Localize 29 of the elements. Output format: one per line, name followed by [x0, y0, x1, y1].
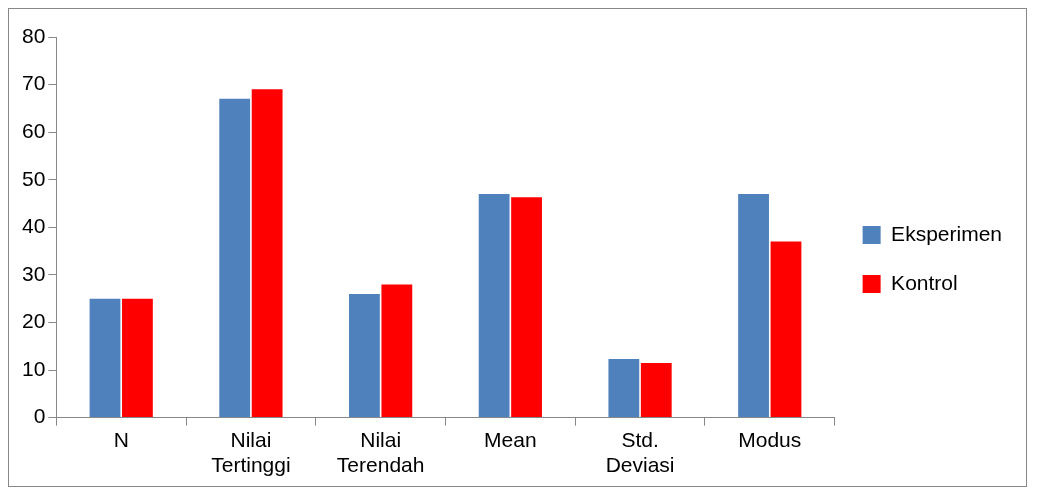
bar: [349, 293, 380, 418]
bar: [89, 298, 121, 418]
bar: [251, 89, 283, 418]
x-tick-label: N: [113, 428, 129, 451]
x-tick-label: Nilai Tertinggi: [211, 428, 291, 477]
y-tick-label: 10: [22, 356, 46, 380]
bar: [511, 197, 542, 418]
legend-label: Kontrol: [891, 270, 958, 294]
y-tick-label: 0: [33, 404, 46, 428]
y-tick-label: 60: [22, 118, 46, 142]
bar: [608, 359, 640, 418]
x-tick-label: Mean: [484, 428, 537, 451]
bar: [738, 194, 769, 418]
x-tick-label: Modus: [738, 428, 802, 451]
x-tick-label: Std. Deviasi: [605, 428, 675, 477]
y-tick-label: 50: [22, 166, 46, 190]
legend-label: Eksperimen: [891, 221, 1003, 245]
bar: [219, 98, 251, 418]
y-tick-label: 40: [22, 214, 46, 238]
y-tick-label: 20: [22, 309, 46, 333]
x-tick-label: Nilai Terendah: [336, 428, 425, 477]
bar: [122, 298, 153, 418]
bar: [381, 284, 413, 418]
y-tick-label: 70: [22, 71, 46, 95]
bar: [478, 194, 510, 418]
bar: [770, 241, 802, 418]
bar: [640, 362, 672, 418]
y-tick-label: 30: [22, 261, 46, 285]
y-tick-label: 80: [22, 23, 46, 47]
